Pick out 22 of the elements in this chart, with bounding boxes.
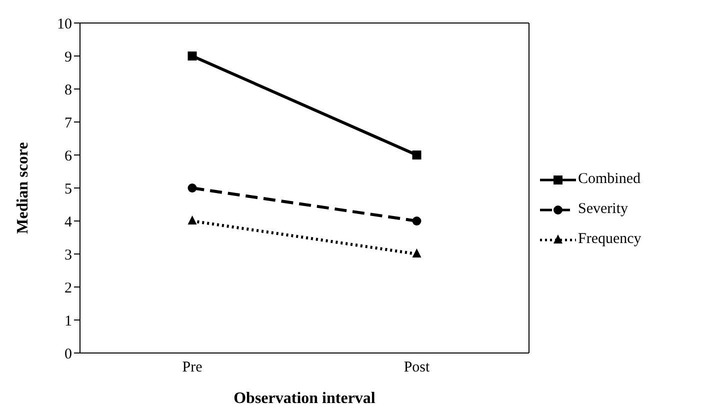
- y-tick-label: 9: [64, 49, 72, 66]
- y-tick-label: 10: [57, 16, 72, 32]
- y-tick-label: 8: [64, 82, 72, 98]
- point: [412, 150, 422, 160]
- y-tick-label: 4: [64, 214, 72, 230]
- y-tick-label: 1: [64, 313, 72, 330]
- y-axis-title: Median score: [14, 142, 32, 234]
- y-tick-label: 0: [64, 346, 72, 362]
- legend-label: Frequency: [578, 231, 642, 248]
- y-tick-label: 7: [64, 115, 72, 132]
- y-tick-label: 5: [64, 181, 72, 198]
- point: [188, 184, 197, 192]
- x-axis-title: Observation interval: [234, 390, 376, 407]
- x-tick-label: Post: [404, 360, 430, 376]
- y-tick-label: 2: [64, 280, 72, 296]
- legend-label: Combined: [578, 171, 640, 188]
- y-tick-label: 6: [64, 148, 72, 164]
- x-tick-label: Pre: [182, 360, 203, 376]
- point: [188, 52, 197, 60]
- legend-label: Severity: [578, 201, 628, 218]
- y-tick-label: 3: [64, 247, 72, 264]
- point: [412, 216, 422, 226]
